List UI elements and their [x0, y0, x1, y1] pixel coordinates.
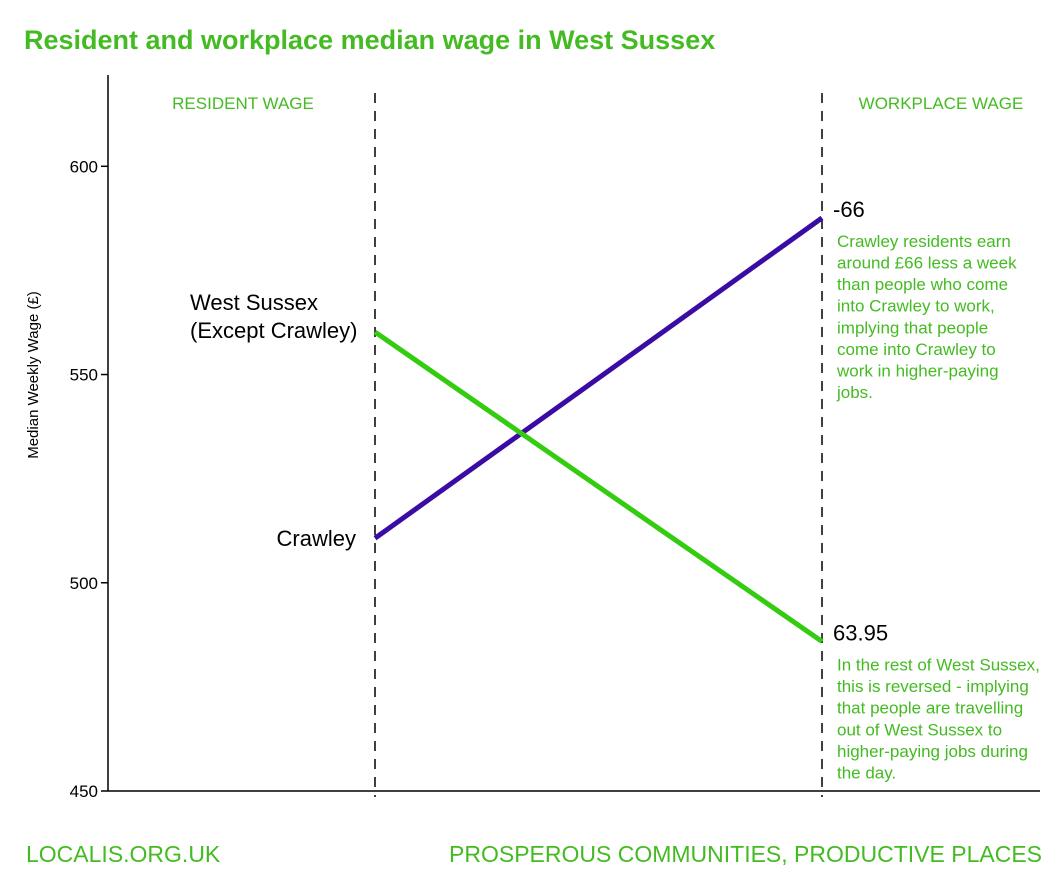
y-axis-label: Median Weekly Wage (£): [25, 291, 42, 459]
series-label-west_sussex: (Except Crawley): [190, 318, 357, 343]
annotation-line-west_sussex: this is reversed - implying: [837, 677, 1029, 696]
y-tick-label: 450: [70, 782, 98, 801]
annotation-line-crawley: around £66 less a week: [837, 254, 1017, 273]
category-label: RESIDENT WAGE: [172, 94, 314, 113]
footer-right: PROSPEROUS COMMUNITIES, PRODUCTIVE PLACE…: [449, 841, 1042, 867]
annotation-line-crawley: implying that people: [837, 318, 988, 337]
series-lines: [373, 215, 824, 644]
annotation-line-west_sussex: higher-paying jobs during: [837, 742, 1028, 761]
annotation-line-crawley: work in higher-paying: [836, 362, 999, 381]
annotation-line-crawley: come into Crawley to: [837, 340, 996, 359]
category-label: WORKPLACE WAGE: [859, 94, 1024, 113]
chart-title: Resident and workplace median wage in We…: [24, 25, 715, 55]
annotation-line-west_sussex: that people are travelling: [837, 699, 1023, 718]
annotations: -66 Crawley residents earn around £66 less…: [833, 197, 1040, 783]
series-labels: Crawley West Sussex (Except Crawley): [190, 290, 357, 551]
y-ticks: 450 500 550 600: [70, 157, 108, 801]
y-tick-label: 550: [70, 366, 98, 385]
y-tick-label: 600: [70, 157, 98, 176]
series-label-west_sussex: West Sussex: [190, 290, 318, 315]
annotation-line-crawley: jobs.: [836, 383, 873, 402]
annotation-line-west_sussex: the day.: [837, 763, 896, 782]
difference-value-west_sussex: 63.95: [833, 620, 888, 645]
annotation-line-crawley: into Crawley to work,: [837, 297, 995, 316]
category-guides: RESIDENT WAGE WORKPLACE WAGE: [172, 93, 1023, 797]
annotation-line-crawley: than people who come: [837, 275, 1008, 294]
axes: [107, 75, 1040, 792]
series-line-west_sussex: [373, 329, 824, 644]
annotation-line-west_sussex: out of West Sussex to: [837, 720, 1002, 739]
footer-left: LOCALIS.ORG.UK: [26, 841, 221, 867]
series-line-crawley: [373, 215, 824, 541]
difference-value-crawley: -66: [833, 197, 865, 222]
series-label-crawley: Crawley: [277, 526, 356, 551]
annotation-line-crawley: Crawley residents earn: [837, 232, 1011, 251]
annotation-line-west_sussex: In the rest of West Sussex,: [837, 655, 1040, 674]
y-tick-label: 500: [70, 574, 98, 593]
